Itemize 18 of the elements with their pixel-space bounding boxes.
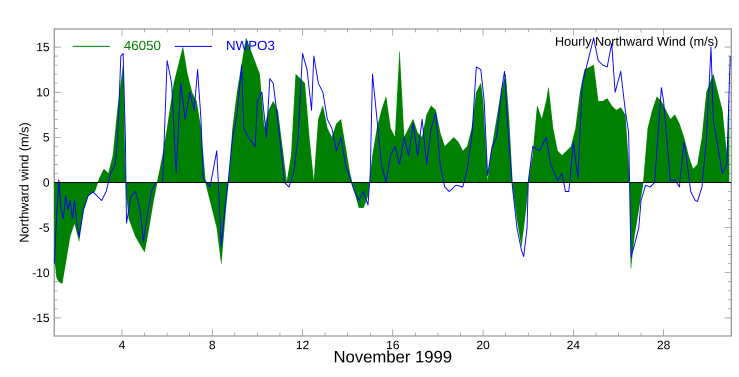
x-tick-label: 8 <box>209 340 216 350</box>
x-tick-label: 12 <box>296 340 309 350</box>
y-axis-title: Northward wind (m/s) <box>19 123 32 242</box>
x-tick-label: 20 <box>477 340 490 350</box>
x-tick-label: 24 <box>567 340 580 350</box>
legend-label: 46050 <box>124 40 160 50</box>
y-tick-label: 10 <box>37 88 50 96</box>
x-tick-label: 28 <box>658 340 670 350</box>
y-tick-label: -5 <box>39 223 50 232</box>
x-axis-title: November 1999 <box>334 350 452 363</box>
y-tick-label: 15 <box>37 42 50 52</box>
x-tick-label: 4 <box>118 340 125 349</box>
y-tick-label: 0 <box>43 178 50 187</box>
y-tick-label: 5 <box>43 133 50 142</box>
text: Hourly Northward Wind (m/s) <box>556 36 718 48</box>
y-tick-label: -15 <box>32 314 50 322</box>
y-tick-label: -10 <box>32 268 50 278</box>
x-tick-label: 16 <box>387 340 399 350</box>
